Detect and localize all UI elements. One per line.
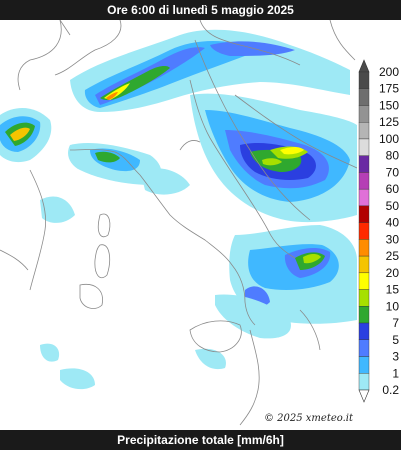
legend-label-200: 200 (379, 65, 399, 79)
legend-swatch-80 (358, 155, 370, 173)
legend-swatch-150 (358, 105, 370, 123)
legend-swatch-40 (358, 222, 370, 240)
legend-swatch-30 (358, 239, 370, 257)
legend-swatch-20 (358, 272, 370, 290)
map-title: Ore 6:00 di lunedì 5 maggio 2025 (0, 0, 401, 20)
legend-label-5: 5 (392, 333, 399, 347)
legend-label-3: 3 (392, 350, 399, 364)
legend-label-10: 10 (386, 299, 400, 313)
map-canvas (0, 20, 357, 426)
legend-swatch-175 (358, 88, 370, 106)
legend-bottom-arrow (358, 389, 370, 403)
legend-label-150: 150 (379, 98, 399, 112)
legend-swatch-10 (358, 306, 370, 324)
legend-label-25: 25 (386, 249, 400, 263)
legend-swatch-70 (358, 172, 370, 190)
legend-label-175: 175 (379, 82, 399, 96)
precipitation-legend: 200 175 150 125 100 80 70 60 50 40 30 25 20 15 10 7 5 3 1 0… (357, 20, 401, 430)
legend-label-20: 20 (386, 266, 400, 280)
legend-label-50: 50 (386, 199, 400, 213)
legend-label-70: 70 (386, 165, 400, 179)
legend-swatch-5 (358, 339, 370, 357)
legend-label-100: 100 (379, 132, 399, 146)
legend-swatch-125 (358, 122, 370, 140)
legend-label-0-2: 0.2 (382, 383, 399, 397)
map-caption: Precipitazione totale [mm/6h] (0, 430, 401, 450)
legend-swatch-60 (358, 188, 370, 207)
legend-swatch-25 (358, 255, 370, 274)
legend-label-7: 7 (392, 316, 399, 330)
coastlines (0, 20, 357, 426)
copyright-notice: © 2025 xmeteo.it (263, 413, 353, 424)
legend-top-arrow (358, 59, 370, 73)
legend-label-125: 125 (379, 115, 399, 129)
legend-label-30: 30 (386, 232, 400, 246)
legend-swatch-200 (358, 71, 370, 89)
precipitation-map: © 2025 xmeteo.it (0, 20, 357, 430)
legend-swatch-100 (358, 138, 370, 156)
legend-label-1: 1 (392, 366, 399, 380)
legend-swatch-15 (358, 289, 370, 307)
legend-swatch-50 (358, 205, 370, 223)
precipitation-fields (0, 29, 357, 390)
legend-swatch-3 (358, 356, 370, 374)
legend-label-40: 40 (386, 216, 400, 230)
legend-label-80: 80 (386, 149, 400, 163)
legend-swatch-7 (358, 322, 370, 340)
legend-label-60: 60 (386, 182, 400, 196)
legend-swatch-1 (358, 373, 370, 391)
legend-scale: 200 175 150 125 100 80 70 60 50 40 30 25 20 15 10 7 5 3 1 0… (358, 59, 400, 403)
legend-label-15: 15 (386, 283, 400, 297)
